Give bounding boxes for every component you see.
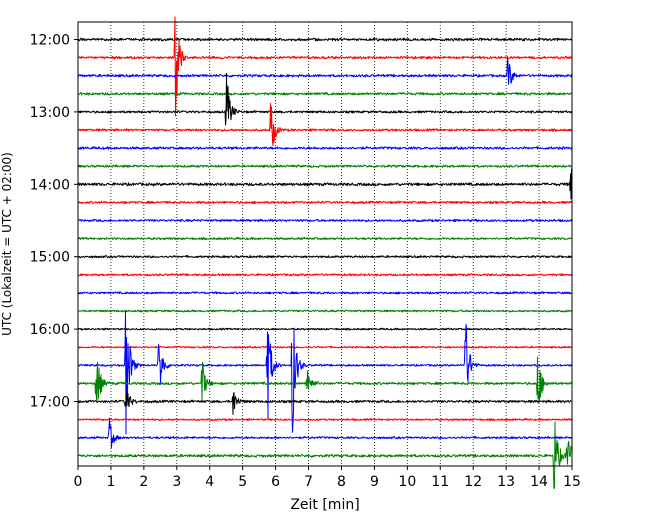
y-axis-label: UTC (Lokalzeit = UTC + 02:00) (0, 152, 14, 336)
x-tick-label-6: 6 (271, 474, 280, 490)
y-tick-label-3: 15:00 (30, 250, 70, 266)
trace-line-20 (77, 391, 573, 416)
trace-line-21 (77, 418, 573, 422)
trace-line-14 (77, 291, 573, 295)
x-tick-label-14: 14 (530, 474, 548, 490)
trace-line-12 (77, 255, 573, 259)
trace-line-9 (77, 200, 573, 205)
trace-line-7 (77, 164, 573, 168)
trace-line-6 (77, 146, 573, 150)
y-axis: 12:00 13:00 14:00 15:00 16:00 17:00 (30, 33, 78, 411)
trace-line-8 (77, 168, 573, 200)
y-tick-label-2: 14:00 (30, 177, 70, 193)
trace-line-11 (77, 236, 573, 241)
x-tick-label-3: 3 (172, 474, 181, 490)
x-tick-label-10: 10 (398, 474, 416, 490)
trace-line-13 (77, 273, 573, 277)
x-axis-label: Zeit [min] (290, 497, 359, 513)
x-tick-label-8: 8 (337, 474, 346, 490)
trace-line-1 (77, 16, 573, 117)
trace-line-10 (77, 218, 573, 223)
trace-line-3 (77, 92, 573, 96)
trace-group (77, 16, 573, 489)
x-tick-label-5: 5 (238, 474, 247, 490)
x-tick-label-7: 7 (304, 474, 313, 490)
trace-line-4 (77, 72, 573, 126)
x-tick-label-4: 4 (205, 474, 214, 490)
trace-line-0 (77, 37, 573, 42)
x-tick-label-1: 1 (106, 474, 115, 490)
x-tick-label-11: 11 (431, 474, 449, 490)
trace-line-23 (77, 421, 573, 489)
y-tick-label-0: 12:00 (30, 33, 70, 49)
x-tick-label-9: 9 (370, 474, 379, 490)
trace-line-15 (77, 309, 573, 313)
plot-frame (77, 21, 573, 467)
x-tick-label-15: 15 (563, 474, 581, 490)
trace-line-2 (77, 57, 573, 85)
trace-line-19 (77, 356, 573, 402)
y-tick-label-1: 13:00 (30, 105, 70, 121)
trace-line-16 (77, 327, 573, 331)
x-axis: 0 1 2 3 4 5 6 7 8 9 10 11 12 13 14 15 (74, 466, 581, 490)
x-tick-label-0: 0 (74, 474, 83, 490)
trace-line-22 (77, 417, 573, 449)
trace-line-5 (77, 103, 573, 147)
vertical-grid (110, 22, 540, 466)
x-tick-label-2: 2 (139, 474, 148, 490)
trace-line-17 (77, 345, 573, 349)
x-tick-label-12: 12 (464, 474, 482, 490)
x-tick-label-13: 13 (497, 474, 515, 490)
y-tick-label-4: 16:00 (30, 322, 70, 338)
y-tick-label-5: 17:00 (30, 395, 70, 411)
trace-line-18 (77, 310, 573, 435)
